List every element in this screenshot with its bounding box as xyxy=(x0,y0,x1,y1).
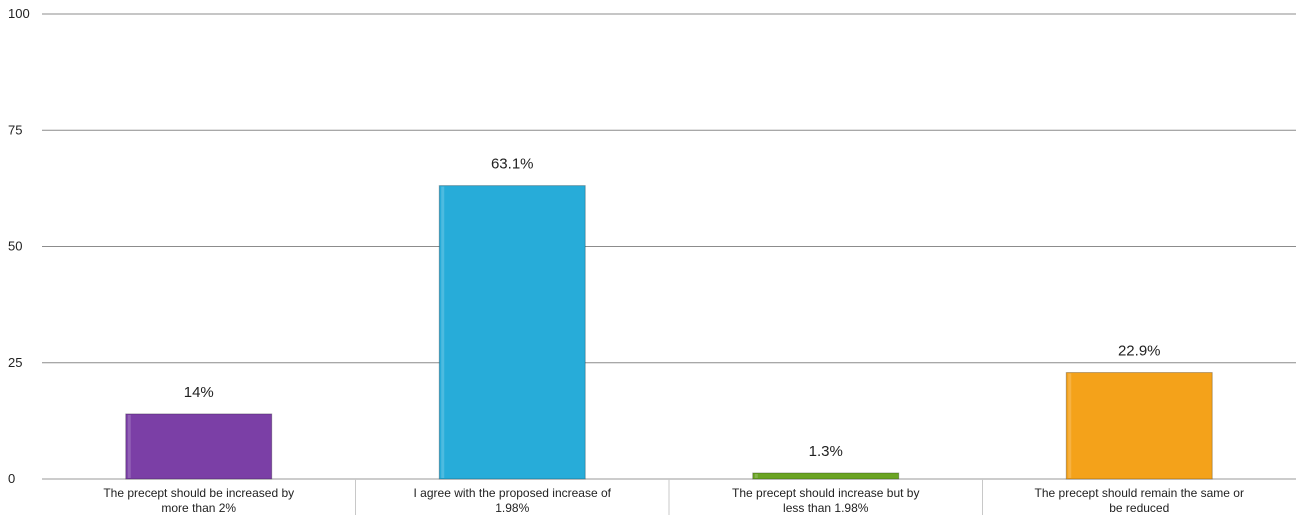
bar xyxy=(752,472,900,480)
x-tick-label: The precept should increase but by xyxy=(732,486,919,500)
y-axis: 0 25 50 75 100 xyxy=(8,6,30,486)
bar-highlight xyxy=(1068,373,1072,478)
x-tick-label: less than 1.98% xyxy=(783,501,869,515)
data-label: 14% xyxy=(184,384,214,401)
y-tick-label: 0 xyxy=(8,471,15,486)
x-tick-label: The precept should be increased by xyxy=(103,486,294,500)
bar-highlight xyxy=(754,473,758,478)
y-tick-label: 25 xyxy=(8,355,22,370)
bar xyxy=(438,185,586,480)
y-tick-label: 75 xyxy=(8,122,22,137)
x-tick-label: more than 2% xyxy=(161,501,236,515)
bars xyxy=(125,185,1213,480)
y-tick-label: 100 xyxy=(8,6,30,21)
x-tick-label: 1.98% xyxy=(495,501,529,515)
bar-highlight xyxy=(127,414,131,478)
data-label: 22.9% xyxy=(1118,343,1161,360)
bar xyxy=(1065,372,1213,480)
bar-highlight xyxy=(441,186,445,478)
value-labels: 14% 63.1% 1.3% 22.9% xyxy=(184,156,1161,460)
y-tick-label: 50 xyxy=(8,239,22,254)
x-tick-label: I agree with the proposed increase of xyxy=(414,486,612,500)
x-tick-label: be reduced xyxy=(1109,501,1169,515)
x-tick-label: The precept should remain the same or xyxy=(1035,486,1244,500)
data-label: 63.1% xyxy=(491,156,534,173)
data-label: 1.3% xyxy=(809,443,843,460)
bar xyxy=(125,413,273,480)
